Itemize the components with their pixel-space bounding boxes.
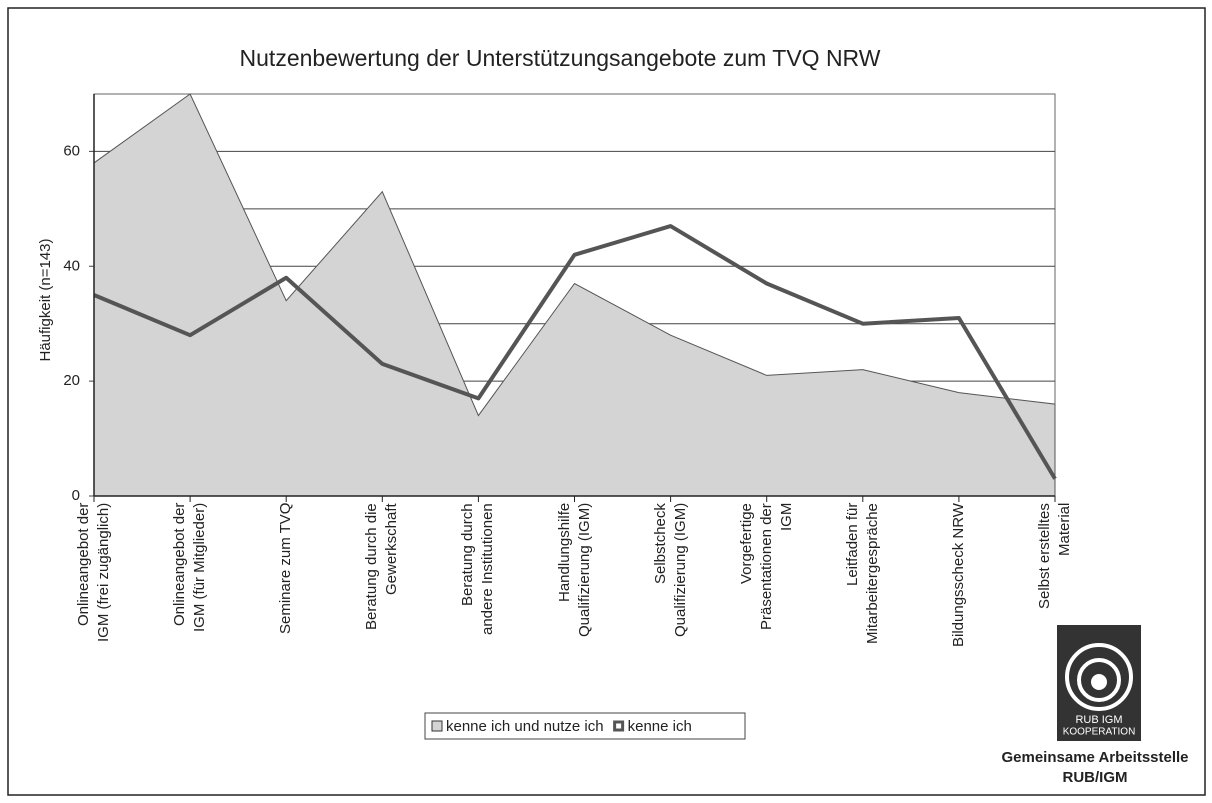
line: [93, 224, 1057, 480]
logo-text: KOOPERATION: [1063, 727, 1136, 738]
logo-caption: Gemeinsame Arbeitsstelle: [1001, 749, 1188, 766]
logo-text: RUB IGM: [1075, 714, 1122, 726]
legend: kenne ich und nutze ich kenne ich: [424, 712, 746, 740]
x-tick-label: Handlungshilfe Qualifizierung (IGM): [555, 503, 593, 638]
legend-swatch: [431, 720, 443, 732]
x-tick-label: Onlineangebot der IGM (frei zugänglich): [75, 503, 112, 643]
y-tick-label: 20: [63, 372, 80, 389]
legend-box: [424, 712, 746, 740]
legend-label: kenne ich: [628, 718, 692, 735]
chart-title: Nutzenbewertung der Unterstützungsangebo…: [240, 45, 881, 71]
x-tick-label: Leitfaden für Mitarbeitergespräche: [843, 503, 881, 644]
logo-dot: [1091, 674, 1107, 690]
logo-ring: [1077, 658, 1121, 702]
y-tick-label: 40: [63, 257, 80, 274]
area: [93, 93, 1056, 497]
x-tick-label: Beratung durch andere Institutionen: [459, 503, 497, 635]
x-tick-label: Bildungsscheck NRW: [949, 503, 967, 647]
y-axis-label: Häufigkeit (n=143): [37, 239, 54, 362]
x-tick-label: Seminare zum TVQ: [277, 503, 295, 635]
x-tick-label: Selbst erstelltes Material: [1036, 503, 1073, 609]
y-tick-label: 0: [72, 487, 80, 504]
y-tick-label: 60: [63, 142, 80, 159]
legend-swatch: [613, 720, 625, 732]
x-tick-label: Selbstcheck Qualifizierung (IGM): [651, 503, 689, 638]
x-tick-label: Vorgefertige Präsentationen der IGM: [737, 503, 795, 630]
legend-label: kenne ich und nutze ich: [446, 718, 604, 735]
x-tick-label: Onlineangebot der IGM (für Mitglieder): [171, 503, 209, 633]
x-tick-label: Beratung durch die Gewerkschaft: [363, 503, 401, 630]
logo-caption: RUB/IGM: [1063, 769, 1128, 786]
logo-ring: [1065, 643, 1133, 711]
